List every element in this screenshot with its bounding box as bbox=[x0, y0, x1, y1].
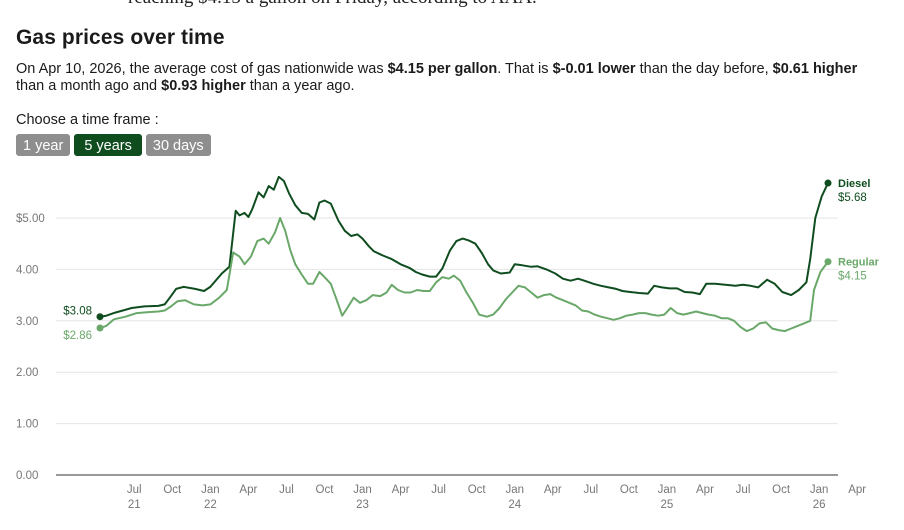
x-tick-year-label: 23 bbox=[356, 499, 369, 511]
x-tick-year-label: 21 bbox=[128, 499, 141, 511]
timeframe-5-years-button[interactable]: 5 years bbox=[74, 134, 142, 156]
summary-text: than a month ago and bbox=[16, 78, 162, 94]
regular-start-label: $2.86 bbox=[63, 330, 92, 342]
price-summary: On Apr 10, 2026, the average cost of gas… bbox=[16, 61, 888, 95]
x-tick-label: Jul bbox=[431, 484, 446, 496]
y-tick-label: $5.00 bbox=[16, 213, 45, 225]
x-tick-label: Oct bbox=[772, 484, 791, 496]
y-tick-label: 0.00 bbox=[16, 470, 38, 482]
x-tick-label: Jul bbox=[736, 484, 751, 496]
x-tick-label: Jan bbox=[353, 484, 372, 496]
x-tick-year-label: 25 bbox=[661, 499, 674, 511]
x-tick-year-label: 24 bbox=[508, 499, 521, 511]
regular-legend-name: Regular bbox=[838, 257, 880, 269]
x-tick-label: Jul bbox=[583, 484, 598, 496]
x-tick-label: Jan bbox=[658, 484, 677, 496]
x-tick-year-label: 22 bbox=[204, 499, 217, 511]
x-tick-label: Jan bbox=[505, 484, 524, 496]
year-change: $0.93 higher bbox=[161, 78, 246, 94]
timeframe-30-days-button[interactable]: 30 days bbox=[145, 134, 211, 156]
regular-end-point bbox=[824, 258, 832, 266]
regular-line bbox=[99, 217, 829, 333]
x-tick-label: Oct bbox=[620, 484, 639, 496]
x-tick-label: Jul bbox=[279, 484, 294, 496]
x-tick-label: Jul bbox=[127, 484, 142, 496]
x-tick-label: Apr bbox=[239, 484, 257, 496]
x-tick-label: Apr bbox=[392, 484, 410, 496]
x-tick-year-label: 26 bbox=[813, 499, 826, 511]
diesel-line bbox=[99, 175, 829, 318]
timeframe-label: Choose a time frame : bbox=[16, 112, 159, 128]
current-price: $4.15 per gallon bbox=[387, 61, 498, 77]
x-tick-label: Jan bbox=[810, 484, 829, 496]
diesel-end-point bbox=[824, 179, 832, 187]
timeframe-1-year-button[interactable]: 1 year bbox=[16, 134, 71, 156]
x-tick-label: Apr bbox=[696, 484, 714, 496]
x-tick-label: Apr bbox=[848, 484, 866, 496]
y-tick-label: 2.00 bbox=[16, 367, 38, 379]
summary-text: . That is bbox=[497, 61, 553, 77]
regular-end-label: $4.15 bbox=[838, 271, 867, 283]
diesel-end-label: $5.68 bbox=[838, 192, 867, 204]
article-text-fragment: reaching $4.15 a gallon on Friday, accor… bbox=[128, 0, 537, 9]
x-tick-label: Oct bbox=[316, 484, 335, 496]
day-change: $-0.01 lower bbox=[552, 61, 636, 77]
diesel-start-label: $3.08 bbox=[63, 306, 92, 318]
x-tick-label: Jan bbox=[201, 484, 220, 496]
diesel-start-point bbox=[96, 313, 104, 321]
chart-title: Gas prices over time bbox=[16, 26, 225, 49]
summary-text: than the day before, bbox=[635, 61, 773, 77]
x-tick-label: Apr bbox=[544, 484, 562, 496]
month-change: $0.61 higher bbox=[772, 61, 858, 77]
y-tick-label: 4.00 bbox=[16, 264, 38, 276]
y-tick-label: 1.00 bbox=[16, 419, 38, 431]
gas-price-chart: 0.00 1.00 2.00 3.00 4.00 $5.00 Jul 21 Oct Jan 22 Ap… bbox=[16, 175, 880, 511]
diesel-legend-name: Diesel bbox=[838, 178, 870, 190]
y-tick-label: 3.00 bbox=[16, 316, 38, 328]
x-tick-label: Oct bbox=[468, 484, 487, 496]
x-tick-label: Oct bbox=[163, 484, 182, 496]
summary-text: than a year ago. bbox=[245, 78, 355, 94]
summary-text: On Apr 10, 2026, the average cost of gas… bbox=[16, 61, 388, 77]
timeframe-selector: 1 year 5 years 30 days bbox=[16, 134, 211, 156]
regular-start-point bbox=[96, 324, 104, 332]
